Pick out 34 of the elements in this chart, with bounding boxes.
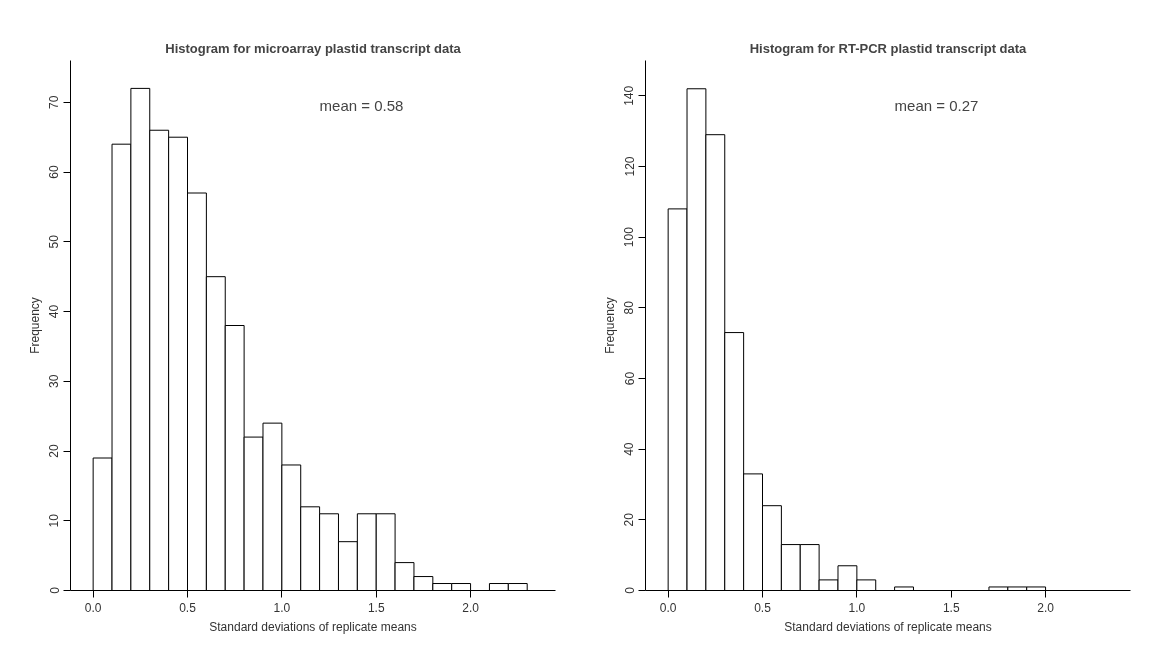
annotation: mean = 0.58 xyxy=(319,96,404,114)
x-axis-title: Standard deviations of replicate means xyxy=(784,619,992,634)
y-tick-label: 0 xyxy=(47,586,62,594)
x-tick-label: 1.0 xyxy=(848,600,866,615)
x-tick-label: 1.5 xyxy=(367,600,385,615)
y-tick-label: 0 xyxy=(622,586,637,594)
annotation: mean = 0.27 xyxy=(894,96,979,114)
x-tick-label: 1.5 xyxy=(942,600,960,615)
y-axis-title: Frequency xyxy=(602,297,617,354)
y-tick-label: 30 xyxy=(47,374,62,388)
y-tick-label: 60 xyxy=(47,165,62,179)
y-tick-label: 80 xyxy=(622,300,637,315)
y-tick-label: 20 xyxy=(47,444,62,458)
y-tick-label: 60 xyxy=(622,371,637,386)
y-tick-label: 50 xyxy=(47,234,62,249)
x-tick-label: 0.0 xyxy=(659,600,677,615)
chart-title: Histogram for microarray plastid transcript data xyxy=(165,40,462,56)
y-tick-label: 70 xyxy=(47,95,62,110)
y-tick-label: 40 xyxy=(622,442,637,456)
y-tick-label: 40 xyxy=(47,304,62,319)
y-axis-title: Frequency xyxy=(27,297,42,354)
x-tick-label: 2.0 xyxy=(462,600,480,615)
y-tick-label: 100 xyxy=(622,226,637,248)
x-tick-label: 2.0 xyxy=(1037,600,1055,615)
x-tick-label: 0.5 xyxy=(179,600,197,615)
y-tick-label: 140 xyxy=(622,85,637,106)
x-tick-label: 1.0 xyxy=(273,600,291,615)
x-tick-label: 0.5 xyxy=(754,600,772,615)
chart-title: Histogram for RT-PCR plastid transcript data xyxy=(749,40,1028,56)
y-tick-label: 120 xyxy=(622,156,637,177)
x-tick-label: 0.0 xyxy=(84,600,102,615)
y-tick-label: 10 xyxy=(47,513,62,528)
x-axis-title: Standard deviations of replicate means xyxy=(209,619,417,634)
y-tick-label: 20 xyxy=(622,512,637,527)
